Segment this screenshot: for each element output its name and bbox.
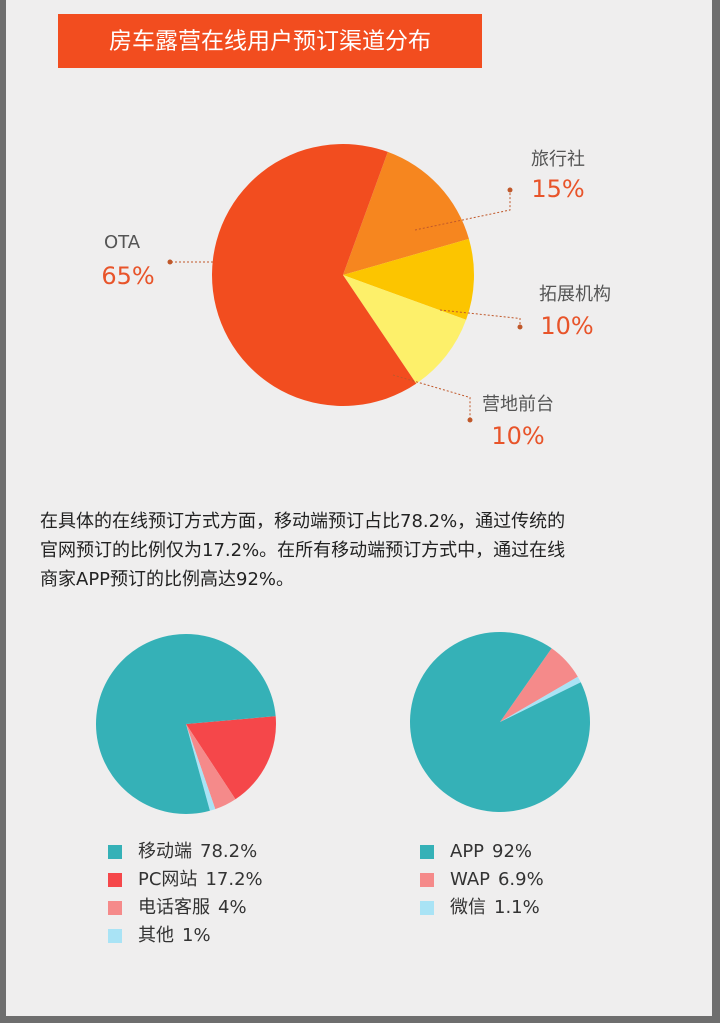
leader-dot (507, 187, 513, 193)
legend-value: 17.2% (205, 869, 262, 890)
legend-label: 移动端 78.2% (138, 841, 257, 862)
legend-name: 其他 (138, 925, 174, 946)
legend-name: 电话客服 (138, 897, 210, 918)
category-label: OTA (104, 232, 141, 253)
category-label: 营地前台 (482, 394, 554, 415)
pie-slice (343, 151, 469, 275)
legend-name: PC网站 (138, 869, 197, 890)
legend-name: 移动端 (138, 841, 192, 862)
legend-value: 78.2% (200, 841, 257, 862)
pie-slice (343, 238, 474, 320)
legend-label: PC网站 17.2% (138, 869, 263, 890)
pie-slice (343, 275, 467, 384)
value-label: 65% (101, 262, 154, 290)
pie-slice (409, 631, 590, 812)
leader-dot (167, 259, 173, 265)
leader-dot (467, 417, 473, 423)
pie-slice (186, 724, 236, 810)
legend-label: 其他 1% (138, 925, 211, 946)
legend-value: 4% (218, 897, 247, 918)
legend-name: WAP (450, 869, 490, 890)
legend-label: APP 92% (450, 841, 532, 862)
pie-slice (212, 144, 417, 406)
pie-slice (96, 633, 276, 814)
legend-label: WAP 6.9% (450, 869, 544, 890)
legend-value: 1% (182, 925, 211, 946)
pie-slice (500, 648, 578, 722)
legend-swatch (108, 901, 122, 915)
legend-value: 92% (492, 841, 532, 862)
chart-title: 房车露营在线用户预订渠道分布 (109, 29, 431, 55)
legend-swatch (420, 901, 434, 915)
pie-slice (186, 716, 276, 800)
legend-value: 6.9% (498, 869, 544, 890)
leader-line (439, 309, 521, 327)
legend-swatch (108, 873, 122, 887)
paragraph-line: 官网预订的比例仅为17.2%。在所有移动端预订方式中，通过在线 (40, 540, 565, 561)
legend-swatch (420, 845, 434, 859)
leader-line (392, 374, 471, 420)
value-label: 10% (540, 312, 593, 340)
title-banner (58, 14, 482, 68)
legend-name: 微信 (450, 897, 486, 918)
paragraph-line: 在具体的在线预订方式方面，移动端预订占比78.2%，通过传统的 (40, 511, 565, 532)
leader-line (414, 190, 511, 231)
legend-swatch (420, 873, 434, 887)
legend-label: 电话客服 4% (138, 897, 247, 918)
legend-label: 微信 1.1% (450, 897, 540, 918)
legend-swatch (108, 929, 122, 943)
paragraph-line: 商家APP预订的比例高达92%。 (40, 569, 294, 590)
pie-slice (500, 676, 581, 722)
category-label: 拓展机构 (539, 284, 611, 305)
value-label: 15% (531, 175, 584, 203)
legend-swatch (108, 845, 122, 859)
pie-slice (186, 724, 216, 811)
legend-name: APP (450, 841, 484, 862)
value-label: 10% (491, 422, 544, 450)
leader-dot (517, 324, 523, 330)
legend-value: 1.1% (494, 897, 540, 918)
category-label: 旅行社 (531, 149, 585, 170)
